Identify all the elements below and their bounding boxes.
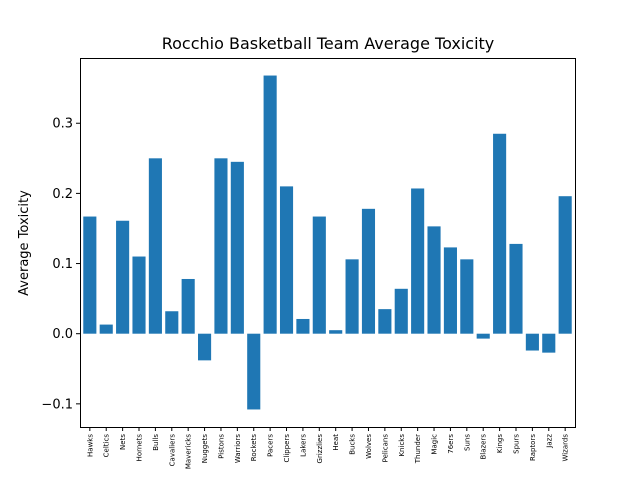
bar-knicks (394, 288, 408, 334)
x-tick-label-pistons: Pistons (217, 434, 225, 459)
bar-wolves (361, 208, 376, 334)
x-tick-label-thunder: Thunder (414, 434, 422, 464)
bars-group (83, 75, 572, 410)
bar-bucks (345, 259, 359, 334)
x-tick-label-cavaliers: Cavaliers (168, 434, 176, 467)
y-tick-label: 0.1 (52, 257, 73, 272)
x-tick-label-bucks: Bucks (349, 434, 357, 455)
x-tick-label-celtics: Celtics (103, 434, 111, 458)
x-tick-label-bulls: Bulls (152, 434, 160, 451)
bar-wizards (558, 196, 572, 334)
bar-76ers (443, 247, 457, 334)
x-tick-label-pelicans: Pelicans (381, 434, 389, 463)
bar-kings (493, 133, 507, 334)
bar-nuggets (198, 333, 212, 361)
x-tick-label-hornets: Hornets (136, 434, 144, 462)
x-tick-label-heat: Heat (332, 434, 340, 451)
x-tick-label-blazers: Blazers (480, 434, 488, 460)
plot-frame (80, 58, 576, 428)
y-tick-label: 0.3 (52, 117, 73, 132)
bar-rockets (247, 333, 261, 410)
bar-nets (116, 220, 130, 334)
x-tick-label-pacers: Pacers (267, 434, 275, 457)
x-tick-label-mavericks: Mavericks (185, 434, 193, 470)
x-tick-label-nuggets: Nuggets (201, 434, 209, 464)
bar-pelicans (378, 309, 392, 334)
bar-pacers (263, 75, 277, 334)
y-tick-label: 0.0 (52, 327, 73, 342)
bar-spurs (509, 243, 523, 334)
x-tick-label-76ers: 76ers (447, 434, 455, 454)
bar-celtics (99, 324, 113, 334)
x-tick-label-warriors: Warriors (234, 434, 242, 464)
bar-hawks (83, 216, 97, 334)
x-axis: Hawks Celtics Nets Hornets Bulls Cavaliers Mav… (86, 427, 570, 470)
x-tick-label-hawks: Hawks (86, 434, 94, 457)
bar-thunder (411, 188, 425, 334)
x-tick-label-raptors: Raptors (529, 434, 537, 461)
x-tick-label-kings: Kings (496, 434, 504, 453)
bar-jazz (542, 333, 556, 353)
bar-cavaliers (165, 311, 179, 334)
bar-hornets (132, 256, 146, 334)
bar-warriors (230, 161, 244, 334)
x-tick-label-lakers: Lakers (299, 434, 307, 457)
y-tick-label: −0.1 (41, 397, 73, 412)
chart-title: Rocchio Basketball Team Average Toxicity (162, 34, 495, 53)
y-axis: −0.1 0.0 0.1 0.2 0.3 (41, 117, 80, 412)
x-tick-label-suns: Suns (463, 434, 471, 451)
bar-clippers (279, 186, 294, 334)
x-tick-label-jazz: Jazz (545, 434, 553, 449)
x-tick-label-clippers: Clippers (283, 434, 291, 463)
x-tick-label-wizards: Wizards (562, 434, 570, 462)
bar-blazers (476, 333, 490, 339)
x-tick-label-rockets: Rockets (250, 434, 258, 462)
bar-heat (329, 330, 343, 334)
y-tick-label: 0.2 (52, 187, 73, 202)
bar-lakers (296, 318, 310, 334)
bar-mavericks (181, 278, 195, 334)
bar-pistons (214, 158, 228, 334)
bar-raptors (525, 333, 539, 351)
x-tick-label-magic: Magic (431, 434, 439, 455)
x-tick-label-knicks: Knicks (398, 434, 406, 457)
bar-grizzlies (312, 216, 326, 334)
x-tick-label-spurs: Spurs (512, 434, 520, 454)
x-tick-label-grizzlies: Grizzlies (316, 434, 324, 464)
x-tick-label-wolves: Wolves (365, 434, 373, 459)
y-axis-label: Average Toxicity (17, 190, 32, 296)
bar-suns (460, 259, 474, 334)
bar-bulls (148, 158, 162, 334)
bar-magic (427, 226, 441, 334)
x-tick-label-nets: Nets (119, 434, 127, 450)
